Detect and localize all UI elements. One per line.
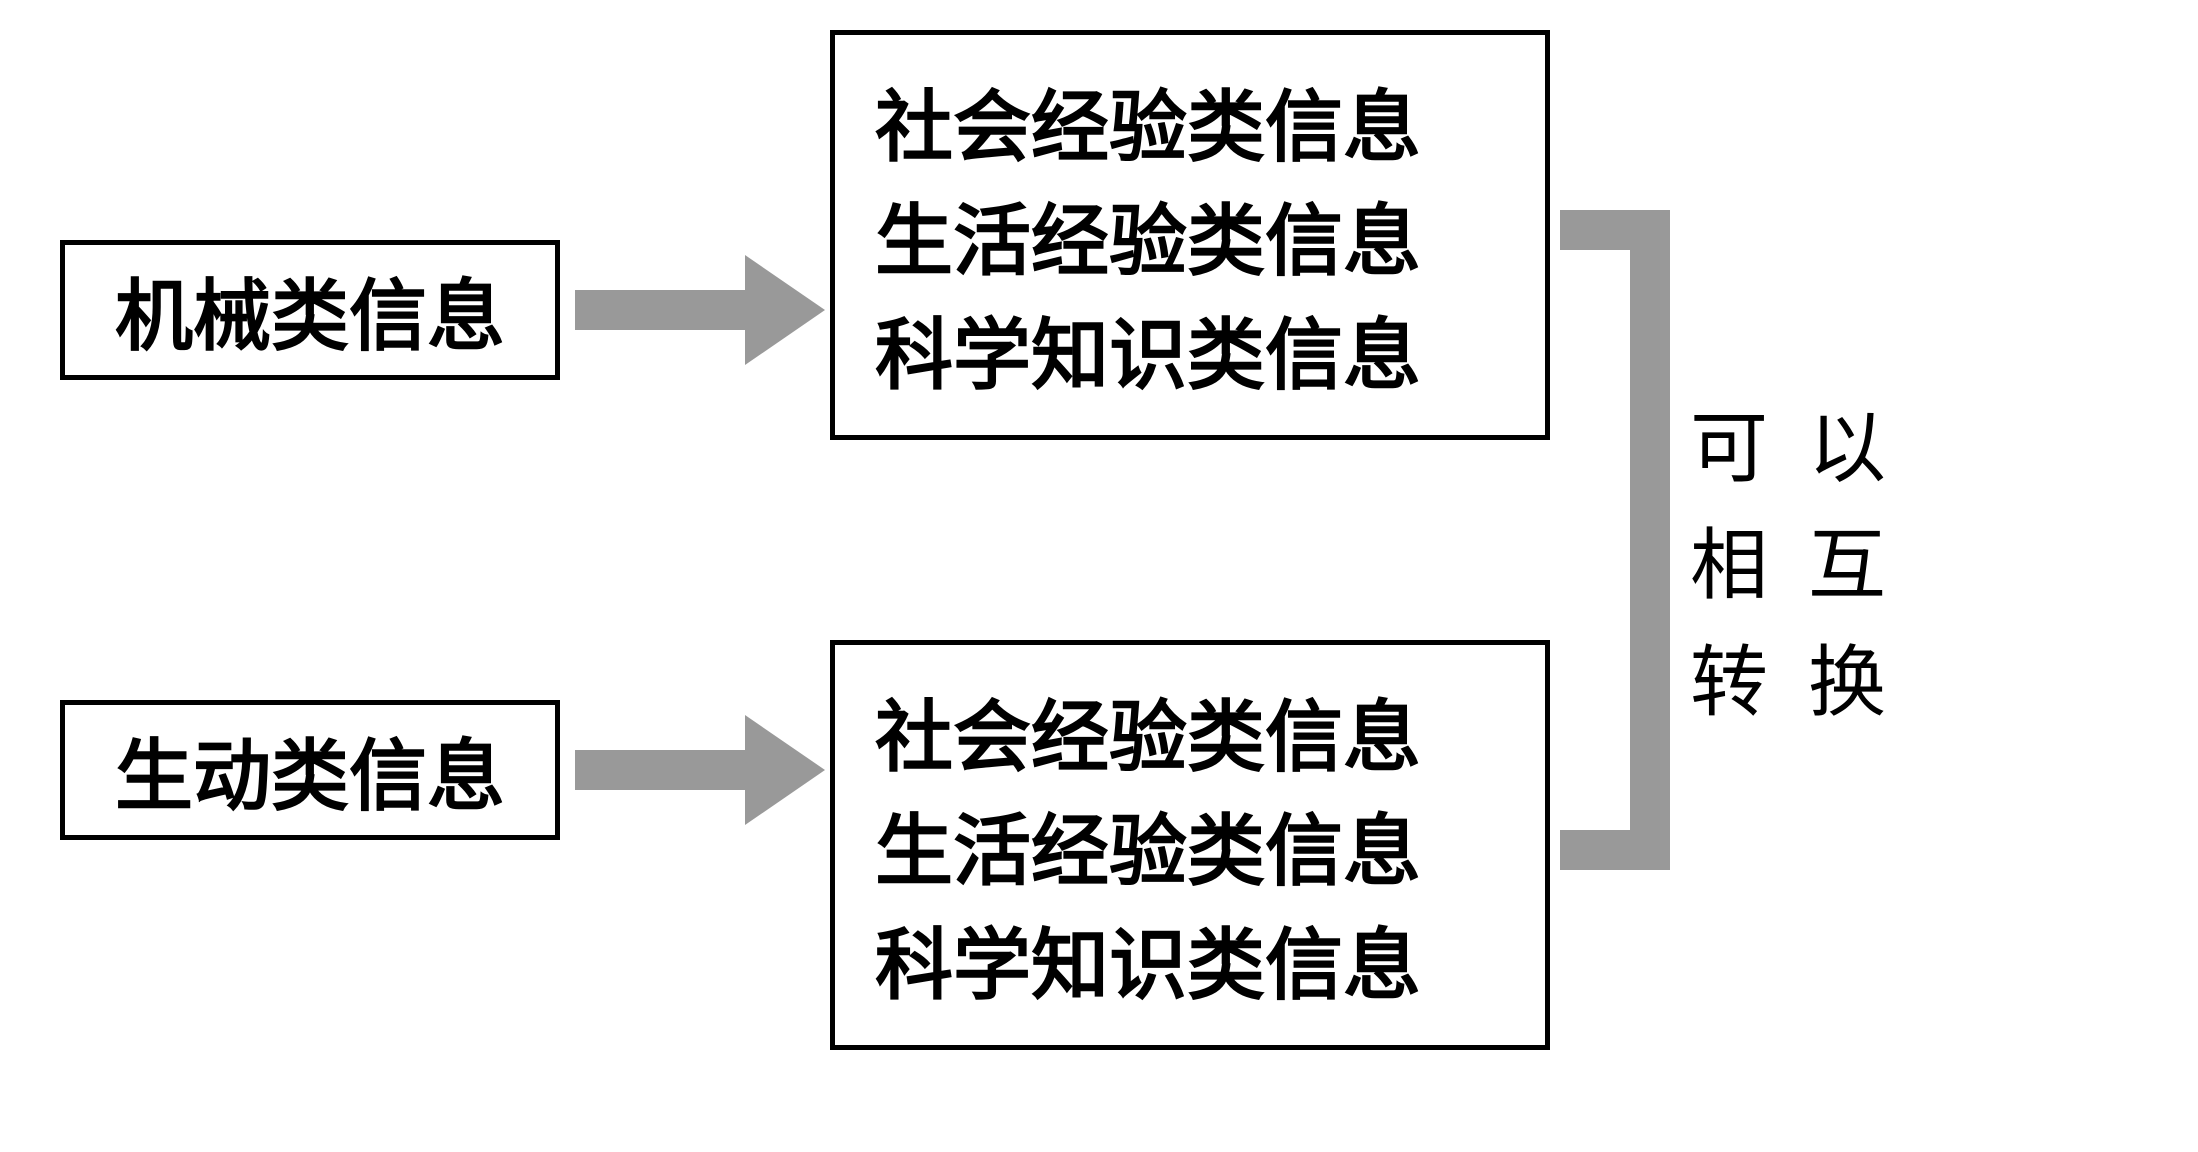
arrow-icon — [575, 715, 825, 825]
char: 可 — [1690, 390, 1768, 507]
node-vivid-info: 生动类信息 — [60, 700, 560, 840]
node-label: 生动类信息 — [115, 714, 505, 826]
node-mechanical-info: 机械类信息 — [60, 240, 560, 380]
bracket-connector — [1560, 210, 1690, 870]
subtype-line: 社会经验类信息 — [875, 675, 1421, 787]
char: 相 — [1690, 507, 1768, 624]
subtype-line: 生活经验类信息 — [875, 179, 1421, 291]
node-vivid-subtypes: 社会经验类信息 生活经验类信息 科学知识类信息 — [830, 640, 1550, 1050]
arrow-icon — [575, 255, 825, 365]
subtype-line: 社会经验类信息 — [875, 65, 1421, 177]
node-mechanical-subtypes: 社会经验类信息 生活经验类信息 科学知识类信息 — [830, 30, 1550, 440]
char: 转 — [1690, 624, 1768, 741]
subtype-line: 生活经验类信息 — [875, 789, 1421, 901]
subtype-line: 科学知识类信息 — [875, 293, 1421, 405]
char: 以 — [1808, 390, 1886, 507]
subtype-line: 科学知识类信息 — [875, 903, 1421, 1015]
interchange-label: 可 以 相 互 转 换 — [1690, 390, 1886, 741]
node-label: 机械类信息 — [115, 254, 505, 366]
char: 互 — [1808, 507, 1886, 624]
char: 换 — [1808, 624, 1886, 741]
